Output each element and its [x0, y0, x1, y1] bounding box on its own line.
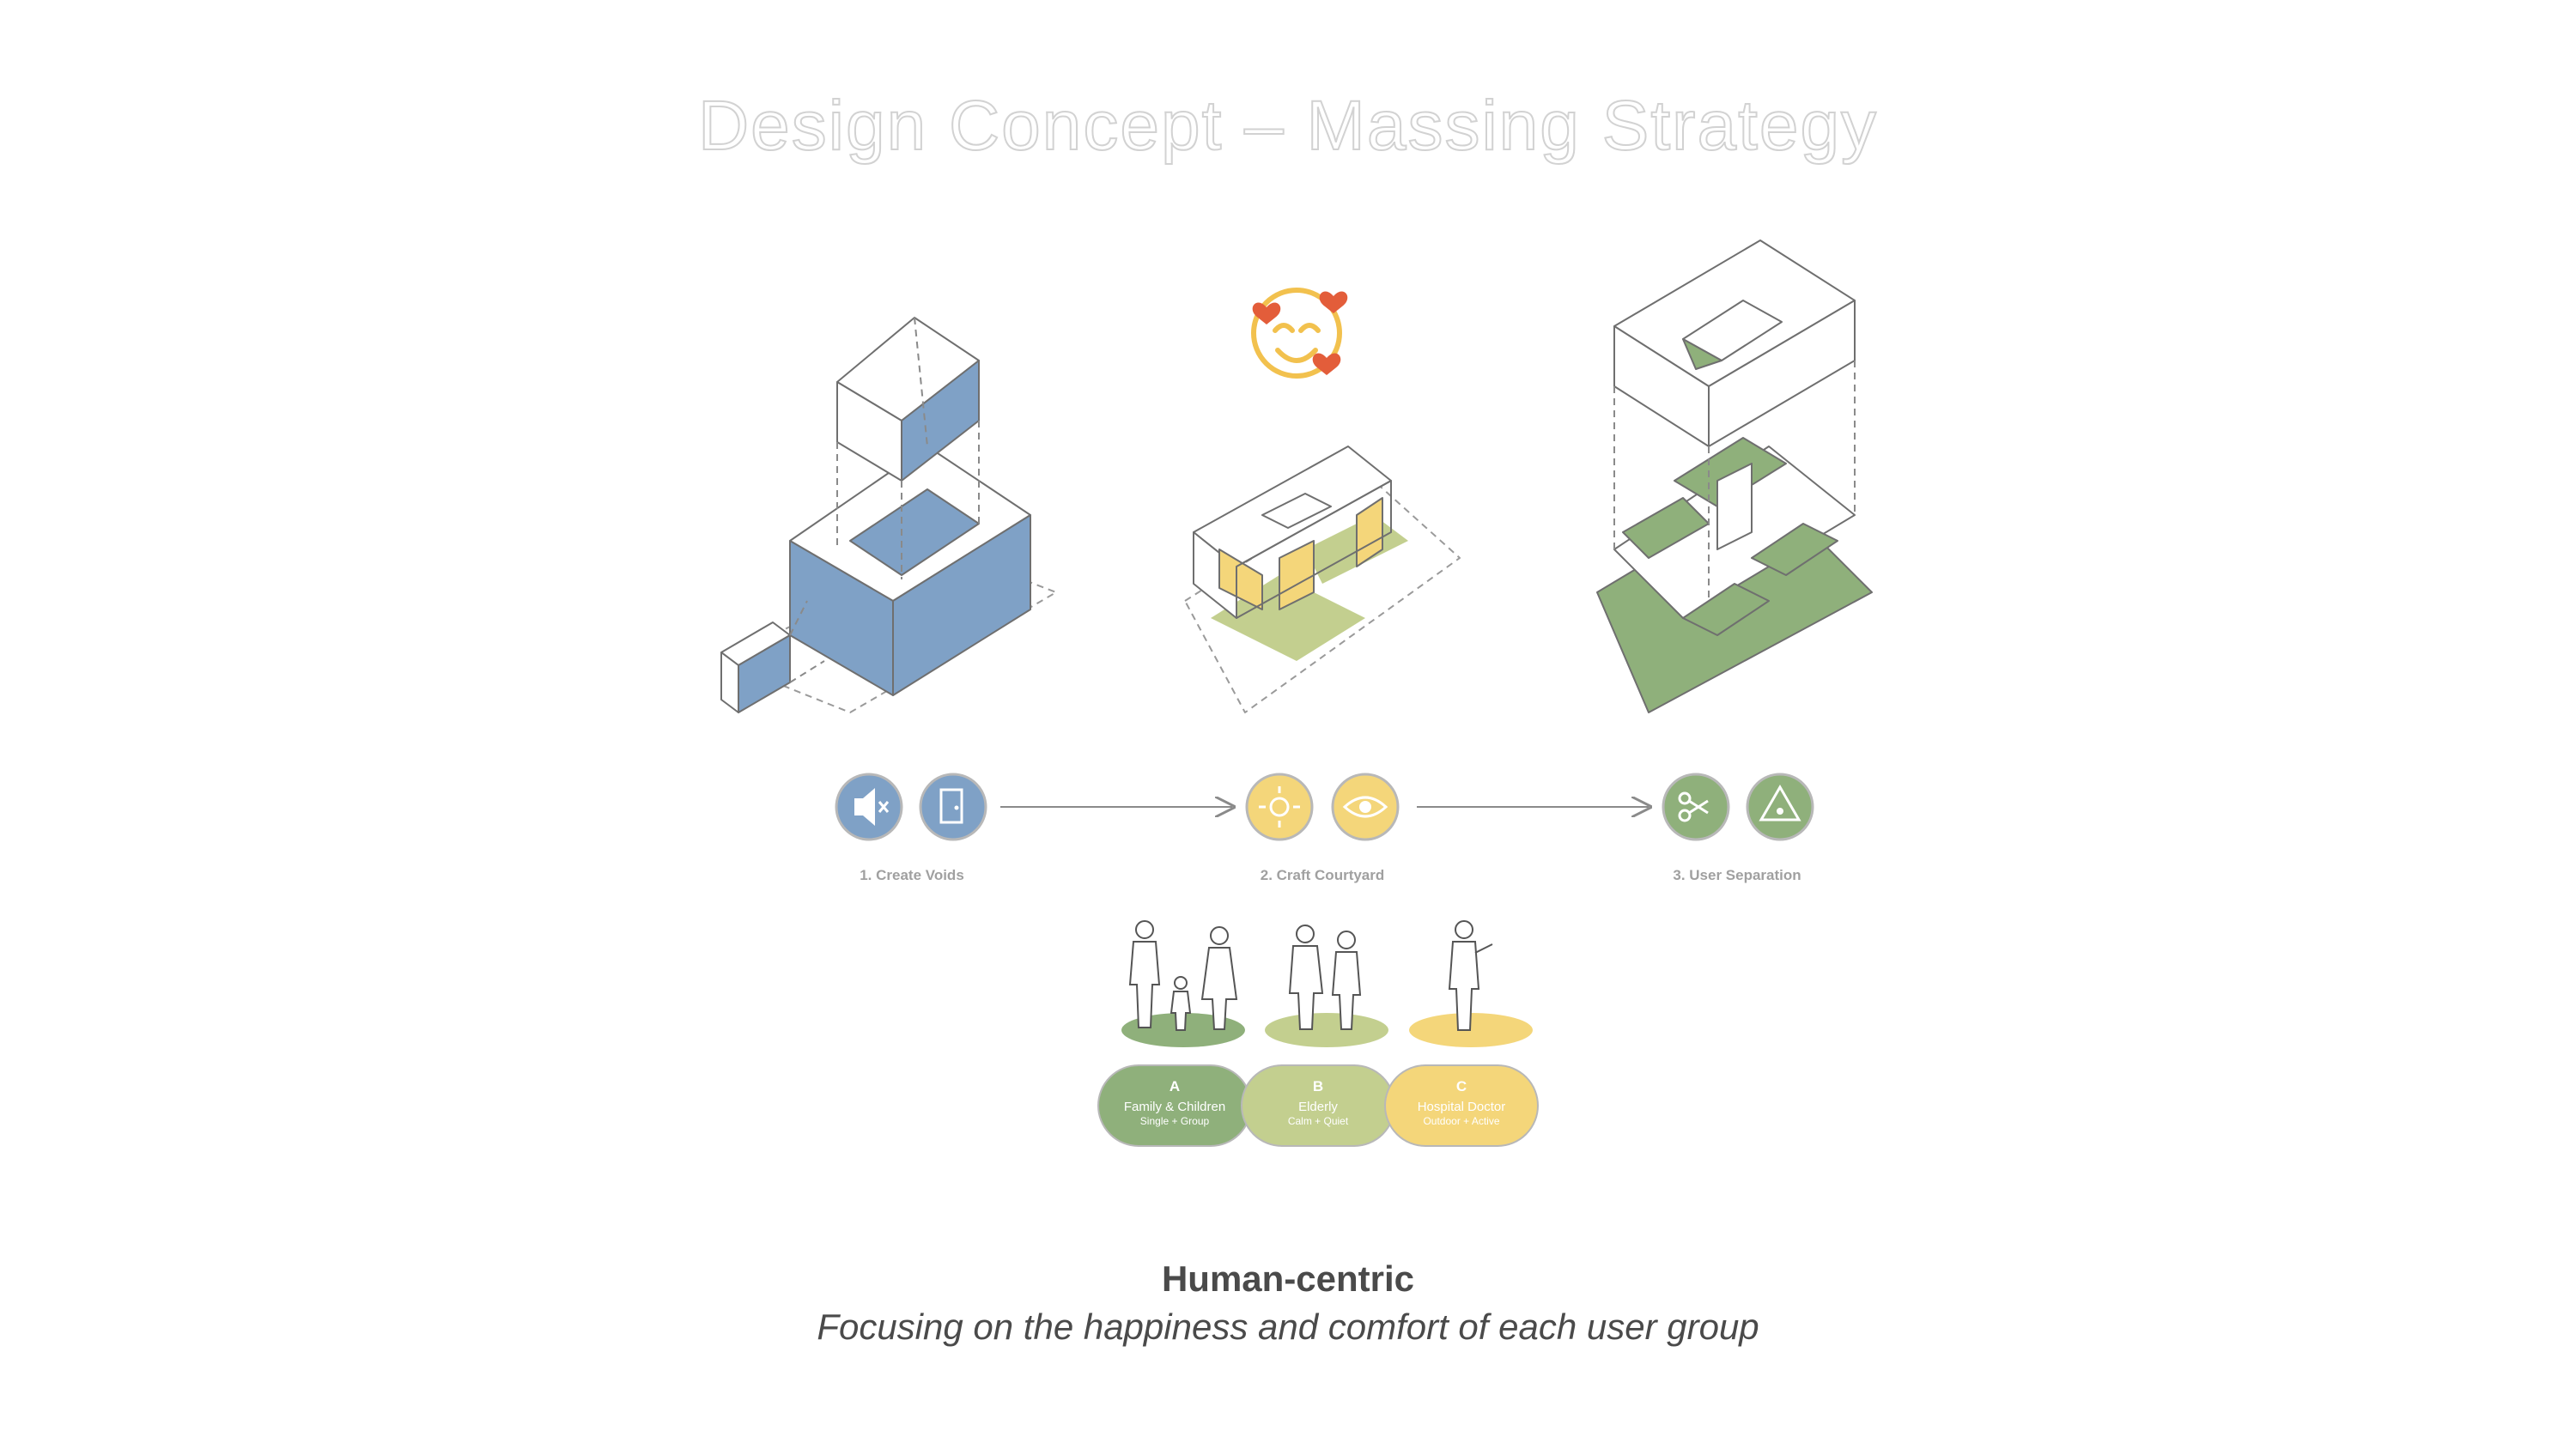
- user-group-a-pill: A Family & Children Single + Group: [1097, 1064, 1252, 1147]
- massing-model-voids: [720, 317, 1057, 713]
- user-group-a-name: Family & Children: [1123, 1100, 1226, 1114]
- happy-face-icon: [1251, 288, 1348, 379]
- user-group-c-code: C: [1455, 1078, 1467, 1094]
- user-group-b-sub: Calm + Quiet: [1287, 1115, 1349, 1127]
- user-group-a-code: A: [1169, 1078, 1181, 1094]
- step-label-user-separation: 3. User Separation: [1673, 867, 1801, 883]
- step-label-create-voids: 1. Create Voids: [860, 867, 964, 883]
- user-group-c-sub: Outdoor + Active: [1423, 1115, 1500, 1127]
- door-icon: [919, 773, 987, 841]
- step-label-craft-courtyard: 2. Craft Courtyard: [1260, 867, 1385, 883]
- massing-model-separation: [1596, 239, 1873, 713]
- massing-model-courtyard: [1184, 446, 1461, 713]
- warning-icon: [1746, 773, 1814, 841]
- user-group-b-code: B: [1312, 1078, 1324, 1094]
- user-group-b-name: Elderly: [1298, 1100, 1338, 1114]
- user-group-a-sub: Single + Group: [1139, 1115, 1210, 1127]
- scissors-icon: [1662, 773, 1730, 841]
- user-group-figures: [1121, 920, 1533, 1047]
- user-group-c-name: Hospital Doctor: [1417, 1100, 1506, 1114]
- step-icons-row: [835, 773, 1814, 841]
- user-group-c-pill: C Hospital Doctor Outdoor + Active: [1384, 1064, 1539, 1147]
- user-group-b-pill: B Elderly Calm + Quiet: [1241, 1064, 1395, 1147]
- page-title: Design Concept – Massing Strategy: [697, 86, 1879, 166]
- caption-subtitle: Focusing on the happiness and comfort of…: [817, 1307, 1759, 1347]
- sun-icon: [1245, 773, 1314, 841]
- caption-title: Human-centric: [1161, 1258, 1415, 1299]
